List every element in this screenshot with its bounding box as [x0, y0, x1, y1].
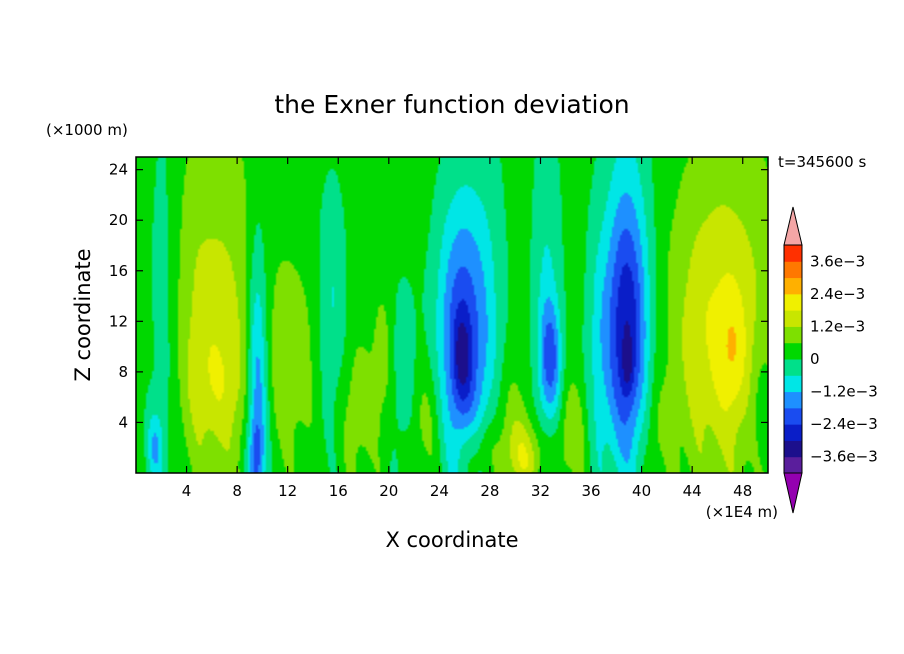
x-axis-ticks: 4 8 12 16 20 24 28 32 36 40 44 48 [182, 157, 752, 500]
colorbar-swatch [784, 456, 802, 474]
x-tick-label: 28 [480, 482, 499, 500]
plot-frame [135, 156, 769, 474]
y-tick-label: 20 [109, 211, 128, 229]
x-tick-label: 40 [632, 482, 651, 500]
x-tick-label: 12 [278, 482, 297, 500]
colorbar-label: −3.6e−3 [810, 448, 878, 466]
x-tick-label: 32 [531, 482, 550, 500]
time-label: t=345600 s [778, 153, 866, 171]
colorbar-swatch [784, 342, 802, 360]
colorbar-swatch [784, 407, 802, 425]
colorbar-swatch [784, 293, 802, 311]
x-axis-unit: (×1E4 m) [706, 503, 778, 521]
y-tick-label: 16 [109, 262, 128, 280]
x-tick-label: 20 [379, 482, 398, 500]
colorbar-swatch [784, 440, 802, 458]
colorbar: 3.6e−3 2.4e−3 1.2e−3 0 −1.2e−3 −2.4e−3 −3.6e−3 [783, 206, 878, 514]
colorbar-swatch [784, 375, 802, 393]
colorbar-label: −2.4e−3 [810, 415, 878, 433]
y-axis-unit: (×1000 m) [46, 121, 128, 139]
x-axis-label: X coordinate [385, 528, 518, 552]
colorbar-swatch [784, 326, 802, 344]
x-tick-label: 8 [232, 482, 242, 500]
x-tick-label: 24 [430, 482, 449, 500]
colorbar-label: −1.2e−3 [810, 383, 878, 401]
colorbar-swatch [784, 245, 802, 262]
y-tick-label: 4 [118, 413, 128, 431]
contour-field [136, 157, 768, 473]
x-tick-label: 48 [733, 482, 752, 500]
colorbar-label: 0 [810, 350, 820, 368]
colorbar-frame [783, 244, 803, 474]
y-tick-label: 8 [118, 363, 128, 381]
colorbar-max-arrow [783, 206, 803, 246]
y-tick-label: 12 [109, 312, 128, 330]
y-axis-label: Z coordinate [71, 248, 95, 381]
chart-title: the Exner function deviation [274, 90, 629, 119]
x-tick-label: 44 [683, 482, 702, 500]
colorbar-label: 1.2e−3 [810, 317, 865, 335]
colorbar-label: 3.6e−3 [810, 252, 865, 270]
x-tick-label: 4 [182, 482, 192, 500]
colorbar-min-arrow [783, 472, 803, 514]
colorbar-swatch [784, 424, 802, 441]
colorbar-swatch [784, 310, 802, 327]
colorbar-swatch [784, 359, 802, 376]
colorbar-label: 2.4e−3 [810, 285, 865, 303]
colorbar-swatch [784, 261, 802, 279]
y-axis-ticks: 4 8 12 16 20 24 [109, 161, 768, 431]
colorbar-swatch [784, 391, 802, 409]
x-tick-label: 16 [329, 482, 348, 500]
colorbar-swatch [784, 277, 802, 295]
y-tick-label: 24 [109, 161, 128, 179]
x-tick-label: 36 [581, 482, 600, 500]
